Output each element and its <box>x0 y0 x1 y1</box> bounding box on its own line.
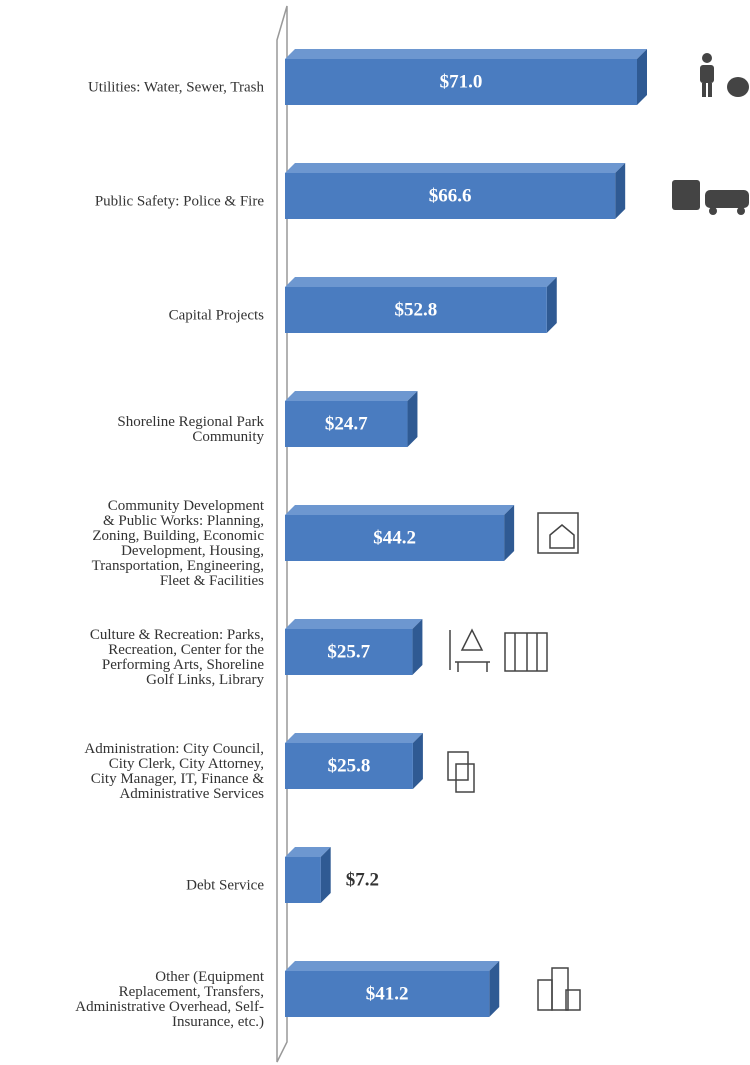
value-label: $71.0 <box>440 71 483 92</box>
bar-front <box>285 629 413 675</box>
category-label: Culture & Recreation: Parks, Recreation,… <box>89 627 264 688</box>
bar <box>285 733 423 789</box>
category-label: Capital Projects <box>168 307 264 324</box>
value-label: $66.6 <box>429 185 472 206</box>
category-label: Utilities: Water, Sewer, Trash <box>87 79 264 96</box>
bar-front <box>285 401 408 447</box>
bar-top <box>285 619 423 629</box>
bar-top <box>285 391 418 401</box>
icon-calculator <box>447 751 475 793</box>
value-label: $41.2 <box>366 983 409 1004</box>
value-label: $25.8 <box>328 755 371 776</box>
category-label: Administration: City Council, City Clerk… <box>84 741 264 802</box>
bar <box>285 961 500 1017</box>
bar <box>285 505 515 561</box>
icon-recreation <box>449 628 548 672</box>
category-label: Community Development & Public Works: Pl… <box>91 498 264 589</box>
bar-side <box>546 277 557 333</box>
bar-front <box>285 173 616 219</box>
bar-top <box>285 49 647 59</box>
value-label: $7.2 <box>346 869 379 890</box>
bar <box>285 277 557 333</box>
category-label: Debt Service <box>186 877 264 894</box>
bar-side <box>407 391 418 447</box>
icon-worker <box>700 53 749 97</box>
category-label: Shoreline Regional Park Community <box>117 414 264 445</box>
bar-side <box>412 619 423 675</box>
bar-side <box>615 163 626 219</box>
category-label: Public Safety: Police & Fire <box>94 193 264 210</box>
bar-side <box>489 961 500 1017</box>
bar <box>285 619 423 675</box>
bar-front <box>285 287 547 333</box>
category-label: Other (Equipment Replacement, Transfers,… <box>75 969 264 1030</box>
bar-front <box>285 515 505 561</box>
bar-side <box>412 733 423 789</box>
bar-top <box>285 505 515 515</box>
bar-side <box>637 49 647 105</box>
icon-vehicles <box>672 180 749 215</box>
value-label: $44.2 <box>373 527 416 548</box>
bar-front <box>285 857 321 903</box>
bar-side <box>320 847 331 903</box>
bar <box>285 391 418 447</box>
bar-top <box>285 847 331 857</box>
bar-top <box>285 277 557 287</box>
icons <box>447 53 749 1011</box>
bar-front <box>285 971 490 1017</box>
axis-wall <box>276 5 288 1063</box>
bar-side <box>504 505 515 561</box>
bar <box>285 163 626 219</box>
bar <box>285 847 331 903</box>
bar <box>285 49 647 105</box>
bar-top <box>285 733 423 743</box>
bar-top <box>285 961 500 971</box>
icon-blueprint <box>537 512 579 554</box>
bar-front <box>285 743 413 789</box>
value-label: $24.7 <box>325 413 368 434</box>
bar-top <box>285 163 626 173</box>
bar-front <box>285 59 637 105</box>
icon-buildings <box>537 967 581 1011</box>
value-label: $52.8 <box>395 299 438 320</box>
value-label: $25.7 <box>327 641 370 662</box>
